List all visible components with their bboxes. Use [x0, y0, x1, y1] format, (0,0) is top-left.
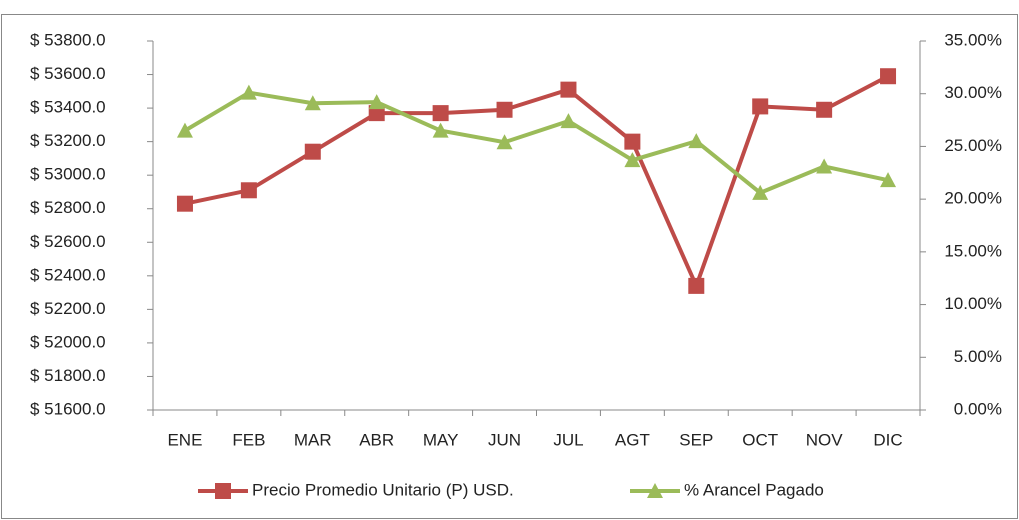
y-tick-label: $ 52600.0: [30, 232, 106, 251]
point: [624, 152, 641, 168]
legend-label: Precio Promedio Unitario (P) USD.: [252, 480, 514, 499]
y-tick-label: $ 53400.0: [30, 98, 106, 117]
y-tick-label: $ 53000.0: [30, 165, 106, 184]
y2-tick-label: 30.00%: [944, 83, 1002, 102]
point: [752, 184, 769, 200]
point: [432, 105, 449, 122]
y-tick-label: $ 53200.0: [30, 131, 106, 150]
y-tick-label: $ 52400.0: [30, 265, 106, 284]
y2-tick-label: 10.00%: [944, 294, 1002, 313]
point: [880, 172, 897, 188]
legend-label: % Arancel Pagado: [684, 480, 824, 499]
x-tick-label: MAY: [423, 430, 459, 449]
x-tick-label: FEB: [232, 430, 265, 449]
y-tick-label: $ 51800.0: [30, 366, 106, 385]
y-tick-label: $ 52000.0: [30, 332, 106, 351]
point: [176, 195, 193, 212]
series-line: [183, 90, 889, 196]
point: [496, 134, 513, 150]
y2-tick-label: 25.00%: [944, 136, 1002, 155]
x-tick-label: OCT: [742, 430, 778, 449]
legend-marker: [647, 483, 663, 498]
x-tick-label: MAR: [294, 430, 332, 449]
point: [560, 113, 577, 129]
x-tick-label: ABR: [359, 430, 394, 449]
point: [816, 158, 833, 174]
point: [880, 68, 897, 85]
y-tick-label: $ 53800.0: [30, 30, 106, 49]
x-tick-label: JUN: [488, 430, 521, 449]
legend-marker: [215, 483, 231, 499]
point: [368, 94, 385, 110]
point: [304, 95, 321, 111]
point: [560, 81, 577, 98]
point: [432, 122, 449, 138]
point: [176, 122, 193, 138]
point: [240, 182, 257, 199]
x-tick-label: ENE: [167, 430, 202, 449]
point: [816, 101, 833, 118]
point: [688, 133, 705, 149]
y2-tick-label: 15.00%: [944, 241, 1002, 260]
x-tick-label: NOV: [806, 430, 844, 449]
x-tick-label: AGT: [615, 430, 650, 449]
y2-tick-label: 0.00%: [954, 399, 1002, 418]
y-tick-label: $ 53600.0: [30, 64, 106, 83]
y-tick-label: $ 52800.0: [30, 198, 106, 217]
x-tick-label: JUL: [553, 430, 583, 449]
x-tick-label: DIC: [873, 430, 902, 449]
y2-tick-label: 20.00%: [944, 189, 1002, 208]
x-tick-label: SEP: [679, 430, 713, 449]
y2-tick-label: 5.00%: [954, 347, 1002, 366]
series-line: [184, 74, 889, 292]
point: [304, 143, 321, 160]
point: [496, 101, 513, 118]
y-tick-label: $ 51600.0: [30, 399, 106, 418]
y2-tick-label: 35.00%: [944, 30, 1002, 49]
point: [624, 133, 641, 150]
point: [752, 98, 769, 115]
y-tick-label: $ 52200.0: [30, 299, 106, 318]
point: [688, 277, 705, 294]
point: [240, 84, 257, 100]
